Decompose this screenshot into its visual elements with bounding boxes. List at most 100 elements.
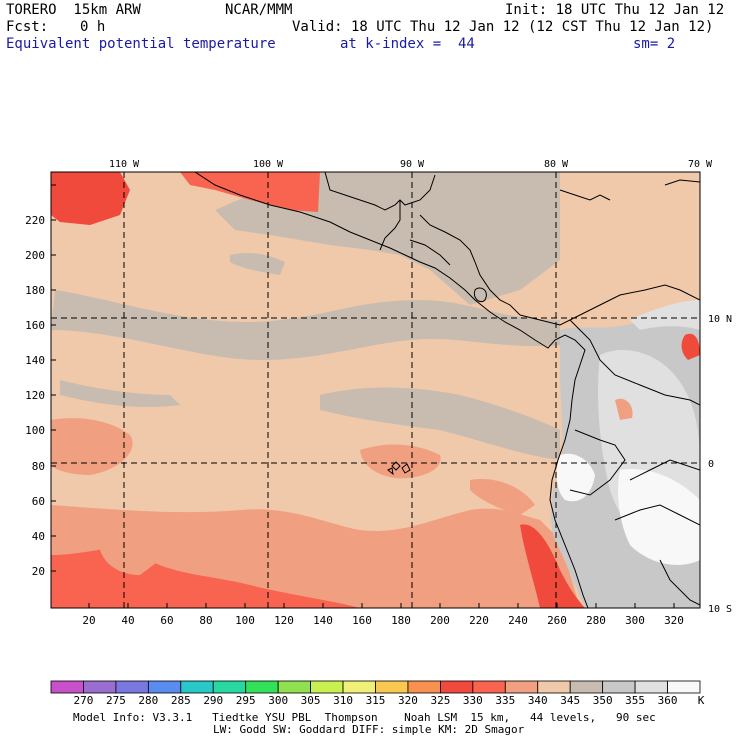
field-patch-345-a <box>60 380 180 407</box>
colorbar-label: 335 <box>495 694 515 707</box>
colorbar-label: 295 <box>236 694 256 707</box>
colorbar-swatch <box>83 680 117 694</box>
lon-label-110w: 110 W <box>109 159 140 170</box>
colorbar-swatch <box>212 680 247 694</box>
colorbar-label: 275 <box>106 694 126 707</box>
colorbar-swatch <box>569 680 604 694</box>
colorbar-label: 310 <box>333 694 353 707</box>
gulf-coastline <box>324 172 436 211</box>
colorbar-swatch <box>537 680 571 694</box>
colorbar-swatch <box>667 680 701 694</box>
field-patch-335-colombia <box>615 398 633 420</box>
map-frame <box>50 171 701 609</box>
colorbar-swatch <box>375 680 409 694</box>
level-info: at k-index = 44 <box>340 36 475 52</box>
field-land-360 <box>618 469 700 565</box>
colorbar-unit: K <box>698 694 705 707</box>
smoothing-info: sm= 2 <box>633 36 676 52</box>
colorbar-label: 315 <box>366 694 386 707</box>
lat-label-equator: 0 <box>708 459 714 470</box>
x-tick-label: 260 <box>547 614 567 627</box>
colorbar-label: 340 <box>528 694 548 707</box>
field-patch-345-b <box>230 252 285 275</box>
field-patch-335-west <box>51 418 133 475</box>
y-tick-label: 120 <box>25 389 45 402</box>
lon-label-90w: 90 W <box>400 159 425 170</box>
colorbar-swatch <box>407 680 441 694</box>
x-tick-label: 140 <box>313 614 333 627</box>
lon-labels: 110 W 100 W 90 W 80 W 70 W <box>109 159 713 170</box>
colorbar-swatch <box>634 680 668 694</box>
colorbar-label: 355 <box>625 694 645 707</box>
y-tick-label: 220 <box>25 214 45 227</box>
colorbar-label: 270 <box>74 694 94 707</box>
forecast-label: Fcst: <box>6 19 49 35</box>
x-tick-label: 20 <box>82 614 95 627</box>
y-tick-label: 180 <box>25 284 45 297</box>
field-patch-330-venezuela <box>681 333 700 360</box>
colorbar <box>50 680 701 694</box>
x-tick-label: 220 <box>469 614 489 627</box>
border-ecuador-peru <box>569 429 626 496</box>
pacific-coastline <box>194 172 589 608</box>
y-tick-label: 20 <box>32 565 45 578</box>
field-patch-330-nw <box>51 172 130 225</box>
x-tick-label: 80 <box>199 614 212 627</box>
colorbar-label: 285 <box>171 694 191 707</box>
lake-nicaragua <box>473 287 487 303</box>
model-info-line1: Model Info: V3.3.1 Tiedtke YSU PBL Thomp… <box>73 711 656 724</box>
border-peru-bolivia <box>659 559 700 606</box>
theta-e-field <box>51 172 700 608</box>
y-tick-label: 60 <box>32 495 45 508</box>
lon-label-100w: 100 W <box>253 159 284 170</box>
lat-labels: 10 N 0 10 S <box>708 314 732 615</box>
cuba-coast <box>559 189 611 201</box>
colorbar-label: 320 <box>398 694 418 707</box>
colorbar-label: 300 <box>268 694 288 707</box>
lon-label-70w: 70 W <box>688 159 713 170</box>
x-tick-label: 40 <box>121 614 134 627</box>
colorbar-label: 345 <box>560 694 580 707</box>
lon-label-80w: 80 W <box>544 159 569 170</box>
lat-label-10s: 10 S <box>708 604 732 615</box>
x-tick-label: 200 <box>430 614 450 627</box>
border-honduras <box>409 239 451 266</box>
colorbar-swatch <box>472 680 506 694</box>
border-brazil-bolivia <box>614 504 700 526</box>
colorbar-swatch <box>245 680 279 694</box>
y-tick-label: 40 <box>32 530 45 543</box>
colorbar-swatch <box>602 680 636 694</box>
x-tick-label: 180 <box>391 614 411 627</box>
colorbar-label: 325 <box>430 694 450 707</box>
colorbar-label: 330 <box>463 694 483 707</box>
coastlines <box>194 172 700 608</box>
x-tick-label: 320 <box>664 614 684 627</box>
field-band-345-south <box>320 387 560 460</box>
left-axis-labels: 20 40 60 80 100 120 140 160 180 200 220 <box>25 214 45 578</box>
colorbar-label: 360 <box>658 694 678 707</box>
field-patch-335-east <box>470 479 535 515</box>
colorbar-labels: 270 275 280 285 290 295 300 305 310 315 320 325 330 3… <box>74 694 678 707</box>
y-tick-label: 100 <box>25 424 45 437</box>
colorbar-swatch <box>504 680 539 694</box>
x-tick-label: 160 <box>352 614 372 627</box>
x-tick-label: 100 <box>235 614 255 627</box>
border-colombia-venezuela <box>569 319 700 406</box>
field-band-345-mid <box>51 290 560 360</box>
lat-label-10n: 10 N <box>708 314 732 325</box>
init-time: Init: 18 UTC Thu 12 Jan 12 <box>505 2 725 18</box>
field-land-360-ecuador <box>556 453 595 502</box>
colorbar-swatch <box>147 680 182 694</box>
colorbar-swatch <box>439 680 474 694</box>
hispaniola-coast <box>664 179 700 186</box>
x-tick-label: 240 <box>508 614 528 627</box>
y-tick-label: 80 <box>32 460 45 473</box>
colorbar-label: 350 <box>593 694 613 707</box>
organization: NCAR/MMM <box>225 2 293 18</box>
border-peru-brazil <box>629 459 700 481</box>
colorbar-swatch <box>180 680 214 694</box>
field-patch-330-peru-coast <box>520 524 585 608</box>
model-info-line2: LW: Godd SW: Goddard DIFF: simple KM: 2D… <box>213 723 525 736</box>
x-tick-label: 300 <box>625 614 645 627</box>
